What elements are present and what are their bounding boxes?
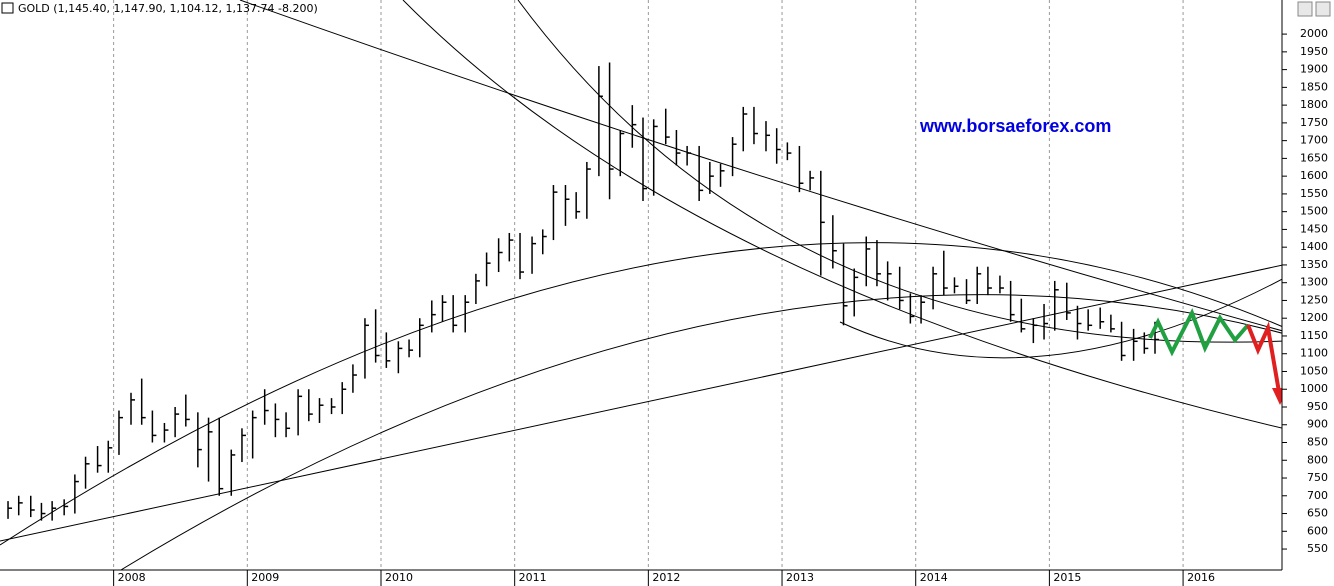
trend-curve: [239, 0, 1334, 346]
y-tick-label: 1350: [1300, 258, 1328, 271]
trend-arc: [94, 294, 1334, 586]
x-tick-label: 2009: [251, 571, 279, 584]
projection-up: [1148, 308, 1250, 357]
y-tick-label: 550: [1307, 542, 1328, 555]
y-tick-label: 1250: [1300, 293, 1328, 306]
y-tick-label: 1950: [1300, 45, 1328, 58]
y-tick-label: 900: [1307, 418, 1328, 431]
y-tick-label: 1100: [1300, 347, 1328, 360]
y-tick-label: 700: [1307, 489, 1328, 502]
x-tick-label: 2012: [652, 571, 680, 584]
y-tick-label: 1150: [1300, 329, 1328, 342]
y-tick-label: 1900: [1300, 63, 1328, 76]
y-tick-label: 1800: [1300, 98, 1328, 111]
y-tick-label: 1750: [1300, 116, 1328, 129]
x-tick-label: 2014: [920, 571, 948, 584]
projection-down: [1246, 321, 1281, 393]
window-button[interactable]: [1297, 1, 1313, 17]
trend-arc: [0, 242, 1291, 546]
x-tick-label: 2015: [1053, 571, 1081, 584]
y-tick-label: 1050: [1300, 364, 1328, 377]
x-tick-label: 2010: [385, 571, 413, 584]
y-tick-label: 1700: [1300, 134, 1328, 147]
y-tick-label: 1550: [1300, 187, 1328, 200]
y-tick-label: 850: [1307, 436, 1328, 449]
chart-title: GOLD (1,145.40, 1,147.90, 1,104.12, 1,13…: [18, 2, 318, 15]
y-tick-label: 1300: [1300, 276, 1328, 289]
y-tick-label: 650: [1307, 507, 1328, 520]
window-button[interactable]: [1315, 1, 1331, 17]
y-tick-label: 1650: [1300, 151, 1328, 164]
x-tick-label: 2016: [1187, 571, 1215, 584]
grid: [113, 0, 1184, 570]
y-tick-label: 1450: [1300, 222, 1328, 235]
x-tick-label: 2008: [118, 571, 146, 584]
x-axis-panel: [0, 570, 1334, 586]
y-tick-label: 1400: [1300, 240, 1328, 253]
y-tick-label: 1200: [1300, 311, 1328, 324]
watermark: www.borsaeforex.com: [919, 116, 1111, 136]
x-tick-label: 2013: [786, 571, 814, 584]
y-tick-label: 800: [1307, 453, 1328, 466]
checkbox[interactable]: [1, 2, 14, 14]
y-tick-label: 1500: [1300, 205, 1328, 218]
y-axis-panel: [1282, 0, 1334, 586]
y-tick-label: 950: [1307, 400, 1328, 413]
y-tick-label: 750: [1307, 471, 1328, 484]
axes: 2008 2009 2010 2011 2012 2013 2014 2015 2016 550 6…: [113, 27, 1328, 586]
trend-curve: [402, 0, 1334, 441]
y-tick-label: 600: [1307, 524, 1328, 537]
x-tick-label: 2011: [519, 571, 547, 584]
y-tick-label: 1000: [1300, 382, 1328, 395]
trend-curve: [517, 0, 1334, 343]
price-bars: [7, 62, 1160, 521]
y-tick-label: 1600: [1300, 169, 1328, 182]
trend-curve: [839, 249, 1334, 359]
y-tick-label: 2000: [1300, 27, 1328, 40]
y-tick-label: 1850: [1300, 80, 1328, 93]
